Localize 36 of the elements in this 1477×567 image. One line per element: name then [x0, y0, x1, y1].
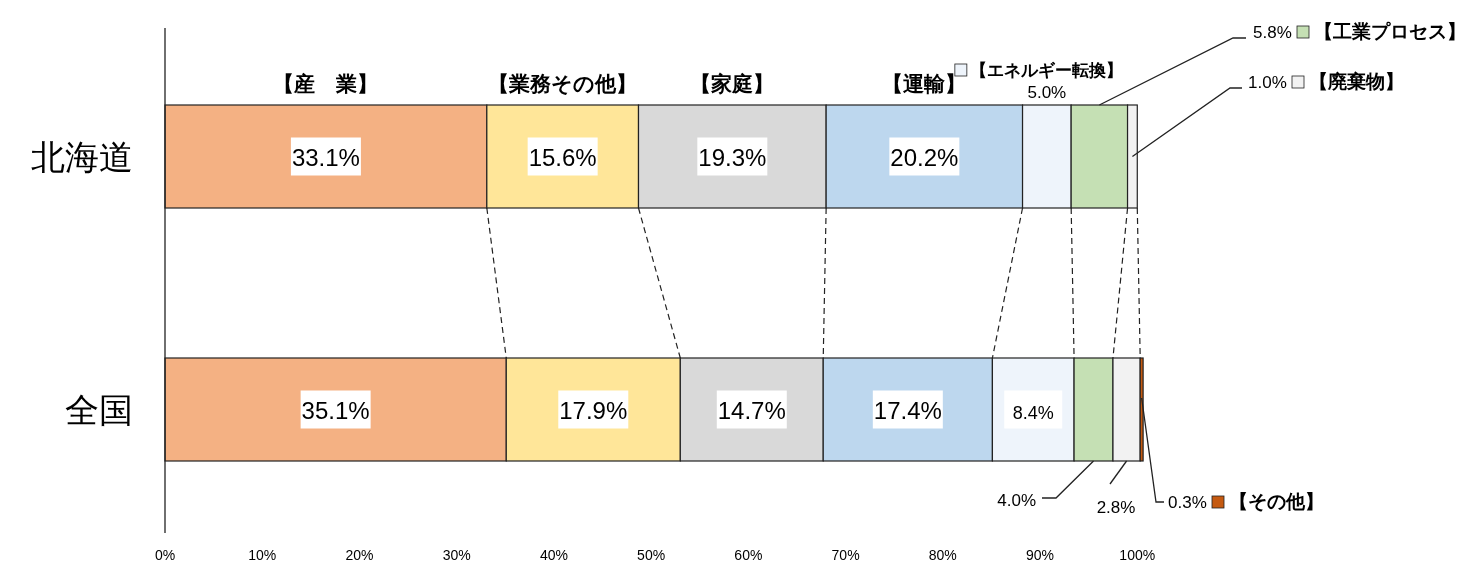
data-label: 17.4%	[873, 396, 942, 424]
data-label: 33.1%	[291, 143, 360, 171]
x-tick-label: 40%	[539, 547, 568, 563]
legend-label: 【工業プロセス】	[1313, 21, 1466, 42]
x-tick-label: 30%	[442, 547, 471, 563]
data-label: 15.6%	[528, 143, 597, 171]
data-label: 5.8%	[1253, 23, 1292, 42]
data-label: 17.9%	[559, 396, 628, 424]
x-tick-label: 80%	[928, 547, 957, 563]
x-tick-label: 60%	[734, 547, 763, 563]
data-label: 1.0%	[1248, 73, 1287, 92]
x-tick-label: 100%	[1119, 547, 1156, 563]
data-label: 19.3%	[698, 143, 767, 171]
data-label: 20.2%	[890, 143, 959, 171]
data-label: 4.0%	[997, 491, 1036, 510]
x-tick-label: 20%	[345, 547, 374, 563]
y-tick-label: 全国	[65, 390, 133, 429]
series-label: 【運輸】	[882, 72, 967, 95]
x-tick-label: 50%	[637, 547, 666, 563]
series-label: 【業務その他】	[488, 72, 638, 95]
data-label: 0.3%	[1168, 493, 1207, 512]
data-label: 8.4%	[1012, 402, 1054, 423]
legend-label: 【その他】	[1228, 491, 1324, 512]
series-label: 【産 業】	[273, 72, 379, 95]
legend-label: 【廃棄物】	[1308, 71, 1404, 92]
x-tick-label: 70%	[831, 547, 860, 563]
data-label: 35.1%	[301, 396, 370, 424]
legend-label: 【エネルギー転換】	[970, 61, 1124, 80]
x-tick-label: 10%	[248, 547, 277, 563]
x-tick-label: 90%	[1026, 547, 1055, 563]
x-tick-label: 0%	[154, 547, 176, 563]
series-label: 【家庭】	[690, 72, 775, 95]
data-label: 2.8%	[1096, 498, 1136, 517]
y-tick-label: 北海道	[31, 137, 133, 176]
data-label: 5.0%	[1027, 83, 1067, 102]
data-label: 14.7%	[717, 396, 786, 424]
